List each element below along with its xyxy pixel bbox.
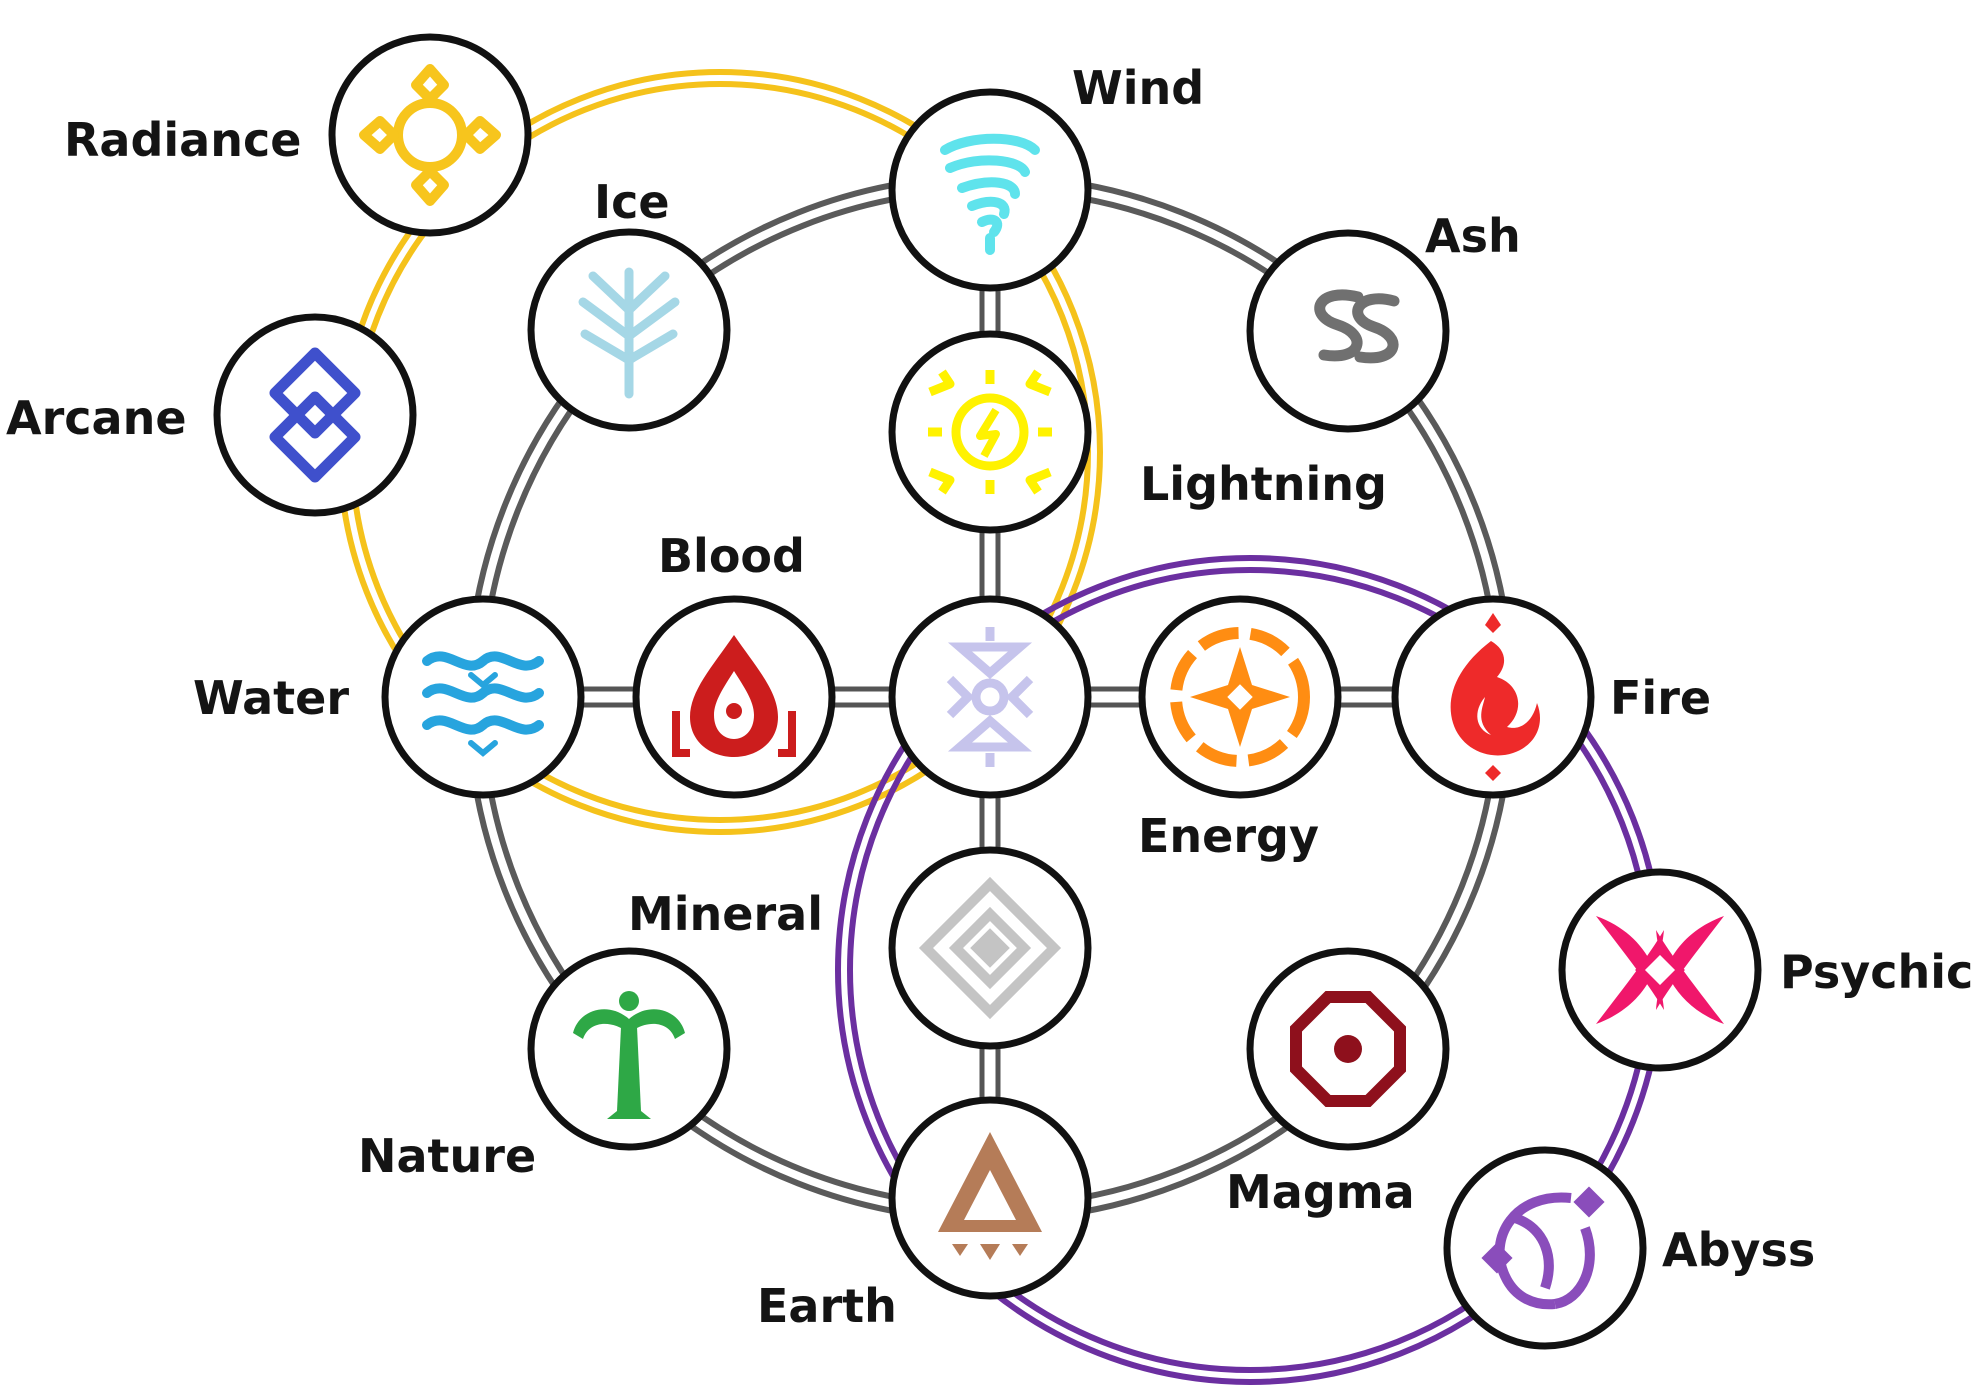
label-radiance: Radiance (64, 113, 301, 167)
label-ice: Ice (594, 175, 670, 229)
node-blood[interactable] (632, 595, 836, 799)
node-wind[interactable] (888, 88, 1092, 292)
label-earth: Earth (757, 1279, 897, 1333)
labels: Wind Lightning Mineral Earth Ice Ash Wat… (5, 60, 1974, 1334)
node-ash[interactable] (1246, 229, 1450, 433)
diamond-rune-icon (918, 876, 1062, 1020)
flame-icon (1450, 613, 1540, 781)
label-energy: Energy (1138, 809, 1319, 863)
crossed-crescents-icon (1596, 916, 1724, 1024)
node-nature[interactable] (527, 947, 731, 1151)
waves-icon (422, 651, 544, 757)
nodes (213, 33, 1762, 1350)
node-energy[interactable] (1138, 595, 1342, 799)
node-center[interactable] (888, 595, 1092, 799)
label-wind: Wind (1072, 61, 1204, 115)
node-water[interactable] (381, 595, 585, 799)
frost-branch-icon (578, 267, 680, 399)
node-earth[interactable] (888, 1096, 1092, 1300)
triangle-rune-icon (938, 1132, 1042, 1260)
node-psychic[interactable] (1558, 868, 1762, 1072)
target-ring-icon (1290, 991, 1406, 1107)
node-lightning[interactable] (888, 330, 1092, 534)
node-fire[interactable] (1391, 595, 1595, 799)
sprout-icon (573, 991, 685, 1119)
label-lightning: Lightning (1140, 457, 1387, 511)
label-nature: Nature (358, 1129, 536, 1183)
label-blood: Blood (658, 529, 805, 583)
label-mineral: Mineral (628, 887, 823, 941)
node-abyss[interactable] (1443, 1146, 1647, 1350)
linked-diamonds-icon (269, 347, 361, 483)
node-arcane[interactable] (213, 313, 417, 517)
label-psychic: Psychic (1780, 945, 1973, 999)
lightning-sun-icon (928, 369, 1052, 495)
aether-rune-icon (946, 627, 1034, 767)
ash-swirl-icon (1314, 289, 1400, 364)
label-magma: Magma (1226, 1165, 1415, 1219)
label-fire: Fire (1610, 671, 1711, 725)
blood-drop-icon (672, 635, 796, 757)
label-abyss: Abyss (1662, 1223, 1815, 1277)
node-magma[interactable] (1246, 947, 1450, 1151)
node-ice[interactable] (527, 228, 731, 432)
label-water: Water (193, 671, 349, 725)
label-ash: Ash (1425, 209, 1521, 263)
tornado-icon (940, 133, 1040, 255)
node-mineral[interactable] (888, 846, 1092, 1050)
label-arcane: Arcane (6, 391, 187, 445)
compass-star-icon (1170, 627, 1310, 767)
node-radiance[interactable] (328, 33, 532, 237)
radiance-sigil-icon (359, 64, 501, 206)
abyss-crescent-icon (1481, 1186, 1605, 1310)
